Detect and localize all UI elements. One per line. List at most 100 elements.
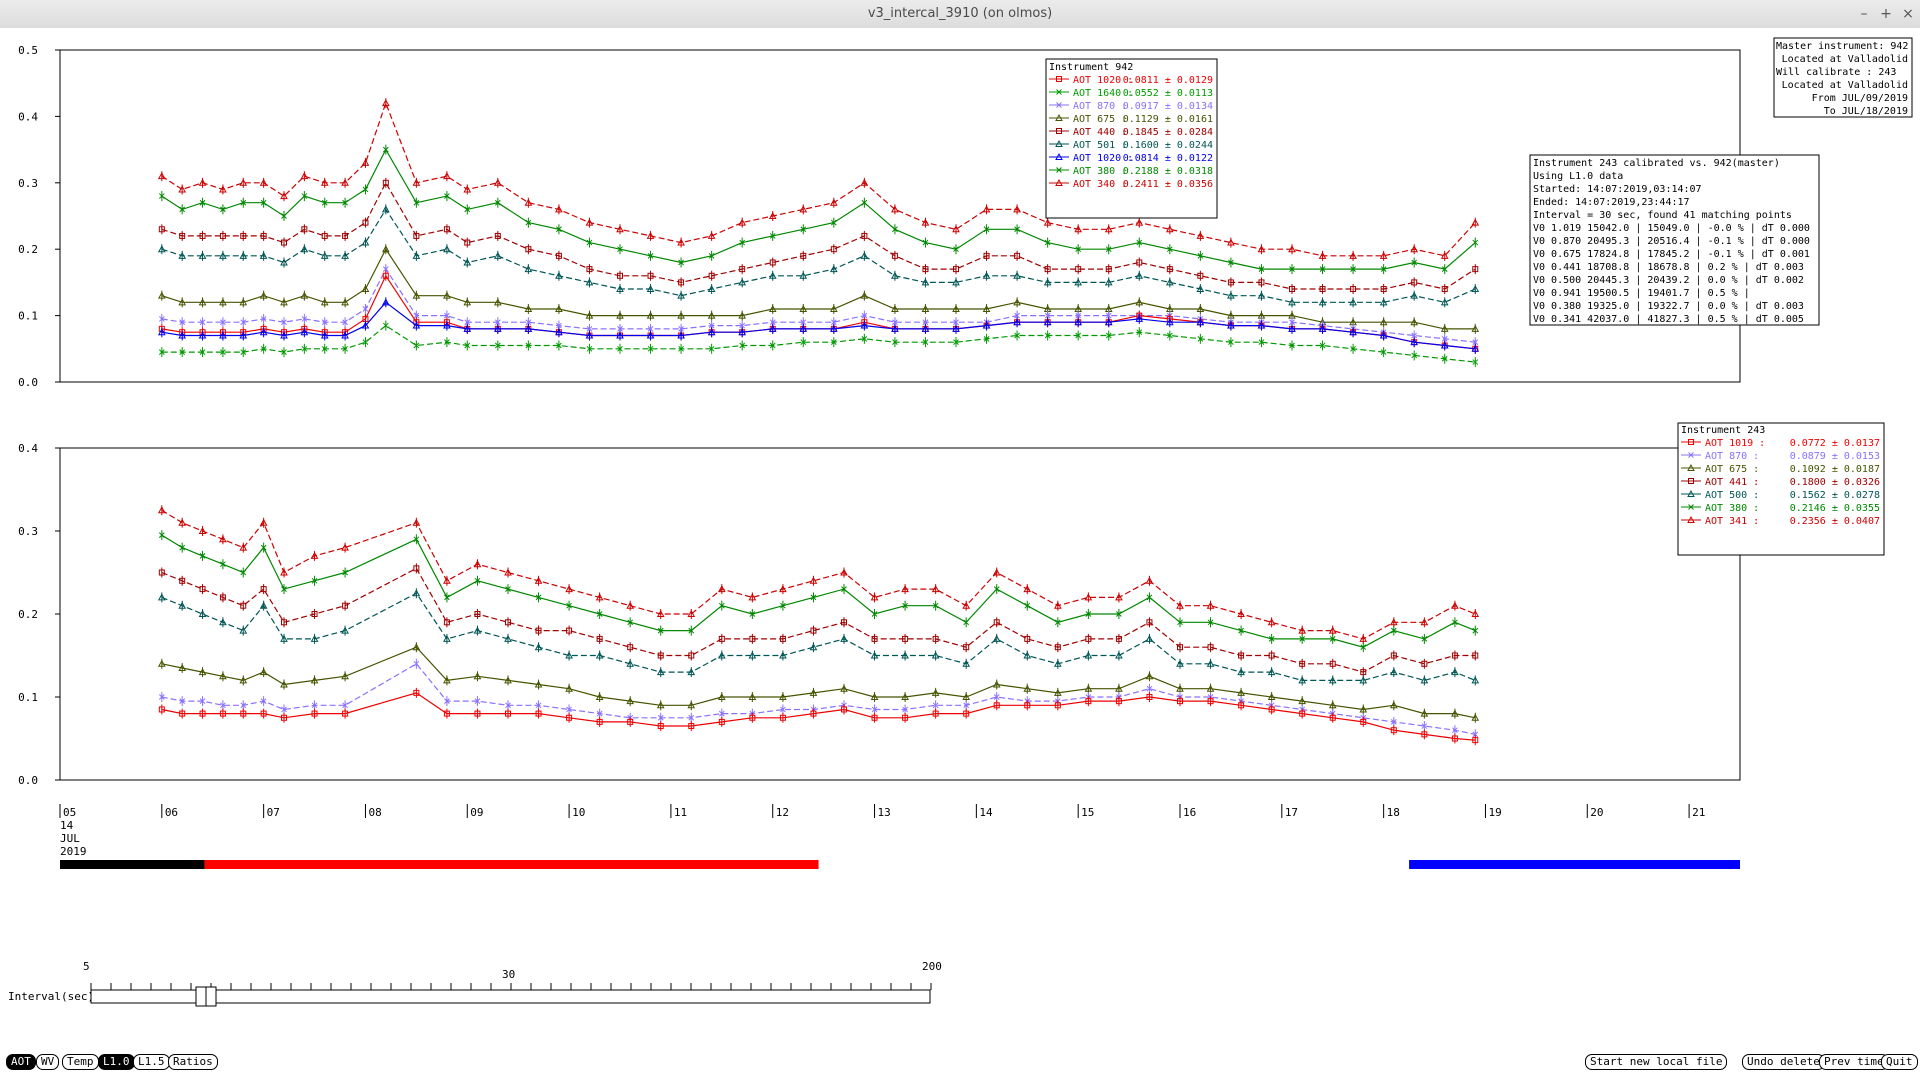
bottom-series-3[interactable] xyxy=(157,588,1480,686)
bottom-series-1[interactable] xyxy=(158,530,1479,653)
top-data-point xyxy=(259,251,268,259)
legend-label: AOT 1020 : xyxy=(1073,75,1133,86)
mode-button-aot[interactable]: AOT xyxy=(6,1054,36,1070)
top-legend-box xyxy=(1045,58,1218,219)
bottom-data-point xyxy=(1421,731,1428,738)
top-data-point xyxy=(1289,342,1295,349)
bottom-series-4[interactable] xyxy=(157,642,1480,723)
calibration-line: Started: 14:07:2019,03:14:07 xyxy=(1533,184,1702,195)
maximize-button[interactable]: + xyxy=(1880,6,1892,22)
top-data-point xyxy=(1472,339,1479,346)
time-selection-bars[interactable] xyxy=(60,860,1740,869)
action-button-undo-delete[interactable]: Undo delete xyxy=(1742,1054,1825,1070)
top-data-point xyxy=(555,271,563,279)
bottom-series-group[interactable] xyxy=(157,505,1480,746)
top-data-point xyxy=(799,324,808,332)
top-series-4[interactable] xyxy=(157,244,1480,334)
bottom-series-0[interactable] xyxy=(157,505,1480,644)
mode-button-ratios[interactable]: Ratios xyxy=(168,1054,218,1070)
top-data-point xyxy=(240,232,247,239)
top-y-axis: 0.0 0.1 0.2 0.3 0.4 0.5 xyxy=(18,44,60,389)
plot-canvas[interactable]: 0.00.10.20.30.40.5 0.00.10.20.30.4 05 06 0… xyxy=(0,28,1920,1080)
bottom-data-point xyxy=(341,543,349,551)
top-series-0[interactable] xyxy=(157,98,1480,261)
master-line-5: From JUL/09/2019 xyxy=(1812,93,1908,104)
top-data-point xyxy=(1410,291,1419,299)
bottom-data-point xyxy=(901,585,909,593)
top-data-point xyxy=(860,321,869,329)
top-data-point xyxy=(158,316,165,322)
legend-marker xyxy=(1055,139,1063,147)
top-y-tick-label: 0.3 xyxy=(18,177,38,190)
top-data-point xyxy=(1105,266,1112,273)
bottom-data-point xyxy=(219,618,227,626)
minimize-button[interactable]: – xyxy=(1860,6,1868,22)
mode-button-l1-5[interactable]: L1.5 xyxy=(133,1054,170,1070)
bottom-data-point xyxy=(1237,609,1245,617)
top-data-point xyxy=(300,172,309,180)
top-data-point xyxy=(1440,298,1449,306)
action-button-quit[interactable]: Quit xyxy=(1881,1054,1918,1070)
bottom-data-point xyxy=(841,706,847,713)
bottom-data-point xyxy=(963,710,970,717)
top-data-point xyxy=(443,245,451,253)
interval-slider-track[interactable] xyxy=(90,989,931,1004)
bottom-series-6[interactable] xyxy=(158,687,1479,746)
top-data-point xyxy=(800,319,807,326)
bottom-data-point xyxy=(158,694,165,700)
bottom-data-point xyxy=(310,676,319,684)
bottom-series-2[interactable] xyxy=(158,563,1479,678)
time-bar-2[interactable] xyxy=(1409,860,1740,869)
top-series-1[interactable] xyxy=(158,144,1479,275)
legend-value: 0.2411 ± 0.0356 xyxy=(1123,179,1213,190)
time-bar-0[interactable] xyxy=(60,860,205,869)
bottom-data-point xyxy=(657,714,664,721)
action-button-start-new-local-file[interactable]: Start new local file xyxy=(1585,1054,1728,1070)
bottom-data-point xyxy=(1207,698,1214,705)
close-button[interactable]: × xyxy=(1902,6,1914,22)
top-data-point xyxy=(301,193,308,199)
top-series-8[interactable] xyxy=(158,320,1479,368)
bottom-data-point xyxy=(1053,601,1062,609)
bottom-data-point xyxy=(993,694,1000,700)
top-data-point xyxy=(1471,284,1480,293)
bottom-data-point xyxy=(1329,714,1336,721)
bottom-data-point xyxy=(1177,698,1183,705)
top-data-point xyxy=(493,251,502,259)
top-data-point xyxy=(861,312,868,319)
top-series-7[interactable] xyxy=(157,297,1480,354)
bottom-data-point xyxy=(239,676,248,684)
bottom-data-point xyxy=(871,714,878,721)
bottom-data-point xyxy=(281,619,287,626)
bottom-data-point xyxy=(1115,698,1122,705)
mode-button-temp[interactable]: Temp xyxy=(62,1054,99,1070)
bottom-data-point xyxy=(688,627,695,634)
legend-marker xyxy=(1688,439,1694,445)
top-series-line xyxy=(161,267,1476,343)
time-bar-1[interactable] xyxy=(204,860,819,869)
top-data-point xyxy=(179,232,186,239)
top-data-point xyxy=(412,321,421,329)
bottom-data-point xyxy=(1452,619,1458,626)
top-series-2[interactable] xyxy=(158,177,1479,295)
top-series-3[interactable] xyxy=(157,204,1480,308)
interval-slider[interactable]: Interval(sec) 5 30 200 xyxy=(8,960,942,1007)
top-data-point xyxy=(1074,318,1083,326)
top-data-point xyxy=(158,349,165,355)
top-data-point xyxy=(1075,266,1082,273)
mode-button-wv[interactable]: WV xyxy=(36,1054,60,1070)
bottom-data-point xyxy=(748,593,757,601)
bottom-data-point xyxy=(1329,636,1336,642)
top-series-group[interactable] xyxy=(157,98,1480,368)
bottom-data-point xyxy=(687,668,696,676)
legend-marker xyxy=(1687,489,1695,497)
mode-button-l1-0[interactable]: L1.0 xyxy=(98,1054,135,1070)
bottom-series-line xyxy=(161,509,1476,640)
bottom-data-point xyxy=(1084,651,1093,659)
action-button-prev-time[interactable]: Prev time xyxy=(1819,1054,1889,1070)
top-data-point xyxy=(1014,332,1020,339)
legend-value: 0.2188 ± 0.0318 xyxy=(1123,166,1213,177)
top-data-point xyxy=(361,158,370,166)
top-data-point xyxy=(341,251,349,259)
bottom-data-point xyxy=(1421,636,1428,642)
